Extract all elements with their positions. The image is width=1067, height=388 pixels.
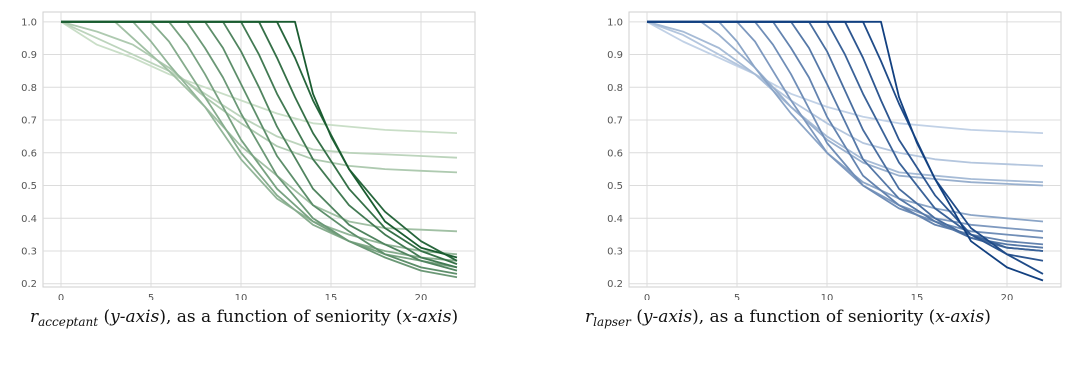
y-tick-label: 1.0 bbox=[21, 17, 37, 28]
chart-panel-acceptant: 0 5 10 15 20 0.2 0.3 0.4 0.5 0.6 0.7 0.8 0.9 1.0 racc… bbox=[0, 0, 533, 388]
series-line-4 bbox=[61, 20, 458, 233]
caption-text: ), as a function of seniority bbox=[159, 307, 391, 327]
series-line-8 bbox=[61, 20, 458, 279]
y-tick-label: 0.4 bbox=[607, 214, 623, 225]
y-tick-label: 1.0 bbox=[607, 17, 623, 28]
series-line-7 bbox=[647, 20, 1044, 239]
series-line-6 bbox=[61, 20, 458, 262]
series-line-12 bbox=[61, 20, 458, 265]
series-line-5 bbox=[647, 20, 1044, 223]
caption-x-axis: x-axis bbox=[402, 307, 452, 327]
caption-subscript: lapser bbox=[593, 315, 631, 329]
x-tick-label: 0 bbox=[58, 293, 64, 300]
y-tick-label: 0.3 bbox=[21, 246, 37, 257]
caption-lapser: rlapser (y-axis), as a function of senio… bbox=[585, 307, 991, 329]
y-tick-label: 0.7 bbox=[607, 116, 623, 127]
x-tick-label: 15 bbox=[911, 293, 924, 300]
series-line-1 bbox=[646, 21, 1044, 134]
caption-acceptant: racceptant (y-axis), as a function of se… bbox=[30, 307, 459, 329]
y-tick-label: 0.6 bbox=[21, 148, 37, 159]
caption-y-axis: y-axis bbox=[642, 307, 693, 327]
x-tick-label: 5 bbox=[734, 293, 740, 300]
series-line-2 bbox=[646, 20, 1044, 167]
y-tick-label: 0.5 bbox=[21, 181, 37, 192]
series-line-10 bbox=[647, 20, 1044, 252]
chart-panel-lapser: 0 5 10 15 20 0.2 0.3 0.4 0.5 0.6 0.7 0.8 0.9 1.0 rlap… bbox=[533, 0, 1067, 388]
chart-acceptant: 0 5 10 15 20 0.2 0.3 0.4 0.5 0.6 0.7 0.8 0.9 1.0 bbox=[21, 11, 476, 300]
y-tick-label: 0.6 bbox=[607, 148, 623, 159]
y-tick-label: 0.8 bbox=[607, 83, 623, 94]
series-line-14 bbox=[61, 20, 458, 259]
series-line-11 bbox=[647, 20, 1044, 252]
caption-y-axis: y-axis bbox=[110, 307, 160, 327]
x-tick-label: 10 bbox=[235, 293, 248, 300]
caption-text: ), as a function of seniority bbox=[692, 307, 924, 327]
x-tick-label: 10 bbox=[821, 293, 834, 300]
caption-x-axis: x-axis bbox=[935, 307, 985, 327]
x-tick-label: 15 bbox=[325, 293, 338, 300]
series-line-9 bbox=[61, 20, 458, 275]
series-line-1 bbox=[60, 21, 458, 134]
y-tick-label: 0.9 bbox=[607, 50, 623, 61]
series-line-7 bbox=[61, 20, 458, 269]
caption-symbol: r bbox=[30, 307, 39, 327]
y-tick-label: 0.4 bbox=[21, 214, 37, 225]
y-tick-label: 0.2 bbox=[607, 279, 623, 290]
series-line-5 bbox=[61, 20, 458, 256]
series-line-11 bbox=[61, 20, 458, 269]
chart-lapser: 0 5 10 15 20 0.2 0.3 0.4 0.5 0.6 0.7 0.8 0.9 1.0 bbox=[607, 11, 1062, 300]
series-line-12 bbox=[647, 20, 1044, 262]
x-tick-label: 20 bbox=[415, 293, 428, 300]
y-tick-label: 0.5 bbox=[607, 181, 623, 192]
series-line-14 bbox=[647, 20, 1044, 282]
series-line-10 bbox=[61, 20, 458, 272]
x-tick-label: 20 bbox=[1001, 293, 1014, 300]
y-tick-label: 0.9 bbox=[21, 50, 37, 61]
plot-frame bbox=[42, 11, 476, 288]
x-tick-label: 0 bbox=[644, 293, 650, 300]
y-tick-label: 0.3 bbox=[607, 246, 623, 257]
caption-symbol: r bbox=[585, 307, 594, 327]
series-line-3 bbox=[60, 20, 458, 174]
caption-subscript: acceptant bbox=[38, 315, 99, 329]
y-tick-label: 0.7 bbox=[21, 116, 37, 127]
x-tick-label: 5 bbox=[148, 293, 154, 300]
y-tick-label: 0.8 bbox=[21, 83, 37, 94]
series-line-4 bbox=[647, 20, 1044, 187]
y-tick-label: 0.2 bbox=[21, 279, 37, 290]
series-line-2 bbox=[60, 20, 458, 159]
